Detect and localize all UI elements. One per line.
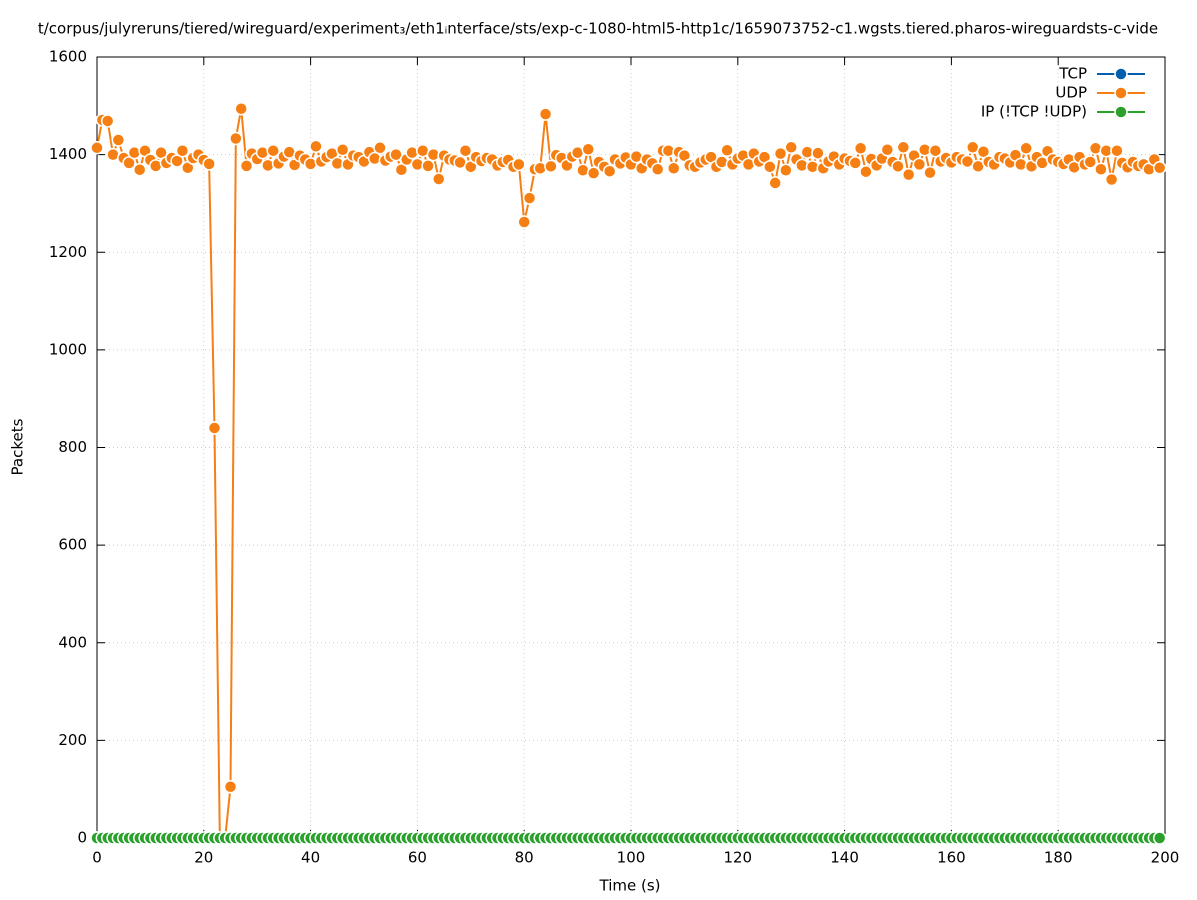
- data-point: [517, 215, 531, 229]
- data-point: [100, 114, 115, 128]
- y-axis-label: Packets: [9, 418, 27, 475]
- data-point: [763, 160, 777, 174]
- data-point: [976, 144, 991, 159]
- data-point: [784, 140, 798, 155]
- data-point: [207, 421, 222, 435]
- x-tick-label: 100: [617, 849, 646, 867]
- x-tick-label: 20: [194, 849, 213, 867]
- y-tick-label: 1200: [49, 243, 87, 261]
- data-point: [309, 139, 323, 154]
- data-point: [389, 147, 403, 162]
- series-line: [96, 108, 1161, 839]
- x-tick-label: 120: [723, 849, 752, 867]
- data-point: [811, 146, 825, 160]
- data-point: [602, 164, 617, 178]
- data-point: [373, 141, 387, 155]
- legend-label: TCP: [1058, 65, 1087, 83]
- data-point: [1094, 162, 1108, 177]
- data-point: [1104, 172, 1119, 187]
- data-point: [202, 157, 216, 171]
- data-point: [111, 133, 126, 147]
- data-point: [458, 143, 473, 158]
- x-axis-label: Time (s): [599, 877, 661, 895]
- data-point: [768, 176, 782, 190]
- data-point: [896, 140, 911, 155]
- legend-label: UDP: [1055, 84, 1087, 102]
- data-point: [1110, 143, 1124, 158]
- chart-title: t/corpus/julyreruns/tiered/wireguard/exp…: [38, 20, 1158, 38]
- data-point: [928, 143, 943, 158]
- x-tick-label: 200: [1151, 849, 1180, 867]
- data-point: [533, 161, 547, 176]
- data-point: [421, 159, 435, 173]
- data-point: [901, 167, 916, 182]
- data-point: [1083, 155, 1097, 169]
- legend-marker: [1114, 86, 1128, 100]
- data-point: [90, 141, 104, 155]
- data-point: [223, 779, 238, 794]
- data-point: [581, 142, 596, 157]
- data-point: [1019, 141, 1033, 156]
- data-point: [512, 157, 526, 172]
- data-point: [720, 143, 734, 157]
- data-point: [544, 159, 558, 174]
- data-point: [522, 191, 537, 205]
- y-tick-label: 1400: [49, 145, 87, 163]
- x-tick-label: 40: [301, 849, 320, 867]
- data-point: [122, 156, 136, 170]
- data-point: [239, 159, 254, 173]
- legend-label: IP (!TCP !UDP): [981, 103, 1087, 121]
- data-point: [335, 142, 350, 157]
- data-point: [1152, 161, 1167, 175]
- data-point: [170, 154, 184, 168]
- y-tick-label: 0: [77, 829, 87, 847]
- data-point: [154, 145, 168, 160]
- data-point: [1014, 157, 1028, 172]
- data-point: [891, 159, 905, 174]
- data-point: [779, 163, 793, 177]
- legend-marker: [1114, 105, 1128, 119]
- x-tick-label: 0: [92, 849, 102, 867]
- data-point: [394, 163, 409, 177]
- data-point: [175, 143, 190, 158]
- data-point: [773, 146, 788, 161]
- y-tick-label: 400: [58, 633, 87, 651]
- legend-marker: [1114, 67, 1128, 81]
- data-point: [848, 156, 863, 170]
- data-point: [229, 131, 243, 146]
- data-point: [1152, 831, 1167, 845]
- data-point: [960, 154, 975, 169]
- data-point: [666, 161, 681, 176]
- data-point: [127, 145, 142, 160]
- y-tick-label: 600: [58, 536, 87, 554]
- data-point: [586, 166, 601, 180]
- x-tick-label: 80: [515, 849, 534, 867]
- data-point: [912, 157, 927, 172]
- x-tick-label: 160: [937, 849, 966, 867]
- data-point: [132, 163, 147, 177]
- y-tick-label: 1600: [49, 48, 87, 66]
- x-tick-label: 180: [1044, 849, 1073, 867]
- data-point: [650, 162, 665, 177]
- y-tick-label: 200: [58, 731, 87, 749]
- y-tick-label: 800: [58, 438, 87, 456]
- data-point: [234, 101, 248, 116]
- data-point: [853, 141, 868, 156]
- data-point: [880, 142, 895, 157]
- data-point: [432, 172, 446, 186]
- data-point: [266, 143, 280, 158]
- y-tick-label: 1000: [49, 340, 87, 358]
- data-point: [255, 145, 270, 160]
- data-point: [261, 158, 275, 173]
- data-point: [923, 165, 937, 180]
- data-point: [538, 107, 553, 121]
- data-point: [405, 145, 419, 160]
- x-tick-label: 60: [408, 849, 427, 867]
- data-point: [859, 164, 873, 179]
- x-tick-label: 140: [830, 849, 859, 867]
